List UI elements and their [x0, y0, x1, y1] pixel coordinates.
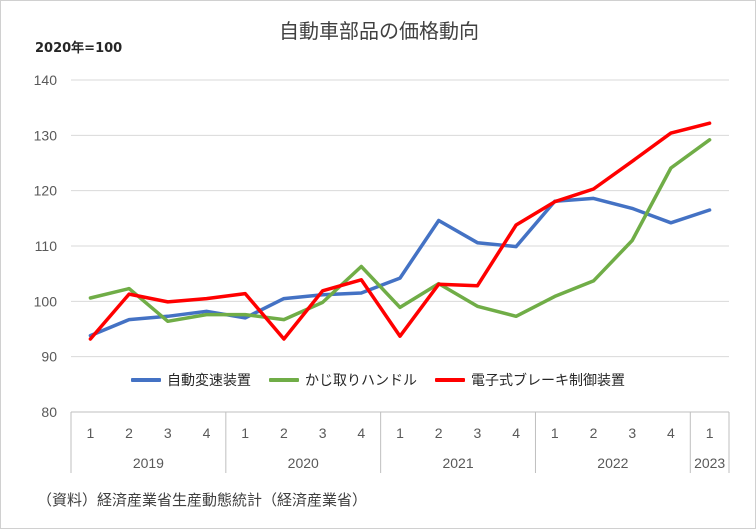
chart-title: 自動車部品の価格動向 [279, 19, 479, 43]
x-tick-label-year: 2019 [133, 455, 164, 471]
x-tick-label-quarter: 2 [590, 425, 598, 441]
legend-item-electronic-brake: 電子式ブレーキ制御装置 [435, 370, 625, 390]
legend-label: 電子式ブレーキ制御装置 [471, 373, 625, 389]
x-tick-label-quarter: 3 [319, 425, 327, 441]
y-tick-label: 100 [34, 293, 58, 309]
x-tick-label-quarter: 1 [241, 425, 249, 441]
y-tick-label: 140 [34, 72, 58, 88]
legend-swatch [269, 378, 299, 382]
y-tick-label: 110 [35, 238, 58, 254]
x-tick-label-quarter: 1 [551, 425, 559, 441]
legend: 自動変速装置 かじ取りハンドル 電子式ブレーキ制御装置 [131, 370, 643, 390]
legend-item-auto-transmission: 自動変速装置 [131, 370, 251, 390]
source-note: （資料）経済産業省生産動態統計（経済産業省） [37, 491, 368, 509]
x-tick-label-quarter: 1 [86, 425, 94, 441]
legend-swatch [131, 378, 161, 382]
x-tick-label-year: 2021 [442, 455, 473, 471]
x-tick-label-quarter: 1 [396, 425, 404, 441]
x-tick-label-quarter: 4 [357, 425, 365, 441]
y-tick-label: 130 [34, 127, 58, 143]
series-line-2 [88, 121, 712, 341]
y-tick-label: 120 [34, 183, 58, 199]
x-tick-label-quarter: 2 [435, 425, 443, 441]
x-tick-label-year: 2023 [694, 455, 725, 471]
legend-label: かじ取りハンドル [305, 373, 417, 389]
x-tick-label-quarter: 4 [512, 425, 520, 441]
x-tick-label-quarter: 1 [706, 425, 714, 441]
y-tick-label: 90 [41, 349, 57, 365]
x-tick-label-quarter: 2 [280, 425, 288, 441]
x-tick-label-quarter: 4 [203, 425, 211, 441]
x-tick-label-year: 2022 [597, 455, 628, 471]
series-line-1 [88, 138, 712, 324]
series-line-0 [88, 196, 712, 338]
x-tick-label-quarter: 3 [474, 425, 482, 441]
legend-item-steering-wheel: かじ取りハンドル [269, 370, 417, 390]
y-unit-label: 2020年=100 [35, 41, 123, 56]
x-tick-label-quarter: 2 [125, 425, 133, 441]
x-tick-label-quarter: 3 [628, 425, 636, 441]
legend-label: 自動変速装置 [167, 373, 251, 389]
x-tick-label-year: 2020 [288, 455, 319, 471]
x-tick-label-quarter: 3 [164, 425, 172, 441]
y-tick-label: 80 [41, 404, 57, 420]
x-tick-label-quarter: 4 [667, 425, 675, 441]
legend-swatch [435, 378, 465, 382]
